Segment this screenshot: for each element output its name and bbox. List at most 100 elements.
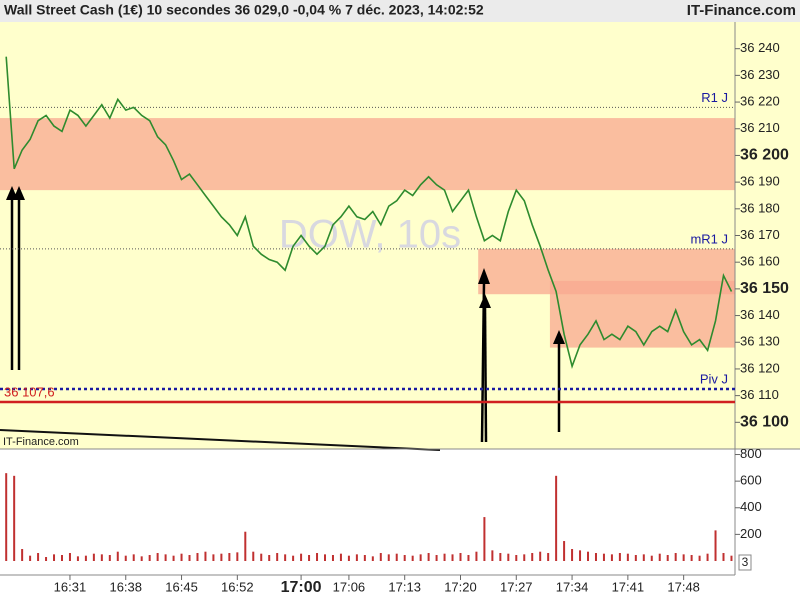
volume-bar <box>76 556 79 561</box>
watermark: DOW, 10s <box>279 213 461 257</box>
volume-bar <box>45 557 48 561</box>
volume-bar <box>515 555 518 561</box>
volume-bar <box>60 555 63 561</box>
volume-tick-label: 800 <box>740 446 762 461</box>
volume-bar <box>331 555 334 561</box>
volume-bar <box>698 555 701 561</box>
volume-bar <box>68 553 71 561</box>
volume-bar <box>658 553 661 561</box>
volume-bar <box>260 553 263 561</box>
x-tick-label: 17:48 <box>667 579 700 594</box>
level-label: mR1 J <box>690 231 728 246</box>
x-tick-label: 17:06 <box>333 579 366 594</box>
volume-bar <box>594 553 597 561</box>
volume-bar <box>443 553 446 561</box>
volume-bar <box>21 549 24 561</box>
volume-bar <box>411 555 414 561</box>
volume-bar <box>100 554 103 561</box>
volume-bar <box>132 554 135 561</box>
volume-bar <box>244 531 247 561</box>
volume-bar <box>324 554 326 561</box>
volume-bar <box>172 555 175 561</box>
volume-tick-label: 400 <box>740 499 762 514</box>
volume-bar <box>483 517 486 561</box>
volume-bar <box>140 556 143 561</box>
source: IT-Finance.com <box>687 2 796 19</box>
volume-bar <box>666 555 669 561</box>
volume-bar <box>706 553 709 561</box>
volume-bar <box>459 553 462 561</box>
volume-bar <box>451 554 454 561</box>
y-tick-label: 36 160 <box>740 254 780 269</box>
level-label: Piv J <box>700 371 728 386</box>
y-tick-label: 36 180 <box>740 200 780 215</box>
volume-bar <box>228 553 231 561</box>
volume-bar <box>507 553 510 561</box>
volume-bar <box>355 554 358 561</box>
volume-bar <box>13 475 16 561</box>
y-tick-label: 36 140 <box>740 307 780 322</box>
volume-bar <box>284 554 287 561</box>
volume-bar <box>634 555 637 561</box>
y-tick-label: 36 230 <box>740 67 780 82</box>
volume-bar <box>618 553 621 561</box>
price-panel <box>0 22 800 449</box>
volume-bar <box>435 555 438 561</box>
volume-bar <box>730 555 733 561</box>
volume-bar <box>204 551 207 561</box>
volume-bar <box>674 553 677 561</box>
volume-bar <box>722 553 725 561</box>
volume-bar <box>475 551 478 561</box>
volume-bar <box>642 554 645 561</box>
y-tick-label: 36 150 <box>740 280 789 297</box>
volume-bar <box>316 553 319 561</box>
volume-bar <box>347 555 350 561</box>
volume-bar <box>491 550 494 561</box>
x-tick-label: 17:34 <box>556 579 589 594</box>
volume-bar <box>308 555 311 561</box>
volume-bar <box>467 555 470 561</box>
volume-panel <box>0 449 800 600</box>
volume-tick-label: 600 <box>740 473 762 488</box>
level-label: R1 J <box>701 90 728 105</box>
x-tick-label: 17:00 <box>281 579 322 596</box>
volume-bar <box>268 555 271 561</box>
volume-bar <box>523 554 526 561</box>
volume-bar <box>220 553 223 561</box>
volume-bar <box>602 553 605 561</box>
volume-current: 3 <box>742 555 749 569</box>
volume-bar <box>539 551 542 561</box>
volume-bar <box>37 553 40 561</box>
x-tick-label: 16:31 <box>54 579 87 594</box>
volume-bar <box>499 553 502 561</box>
volume-bar <box>116 551 119 561</box>
y-tick-label: 36 240 <box>740 40 780 55</box>
volume-current-box <box>738 554 752 571</box>
credit: IT-Finance.com <box>3 436 79 448</box>
y-tick-label: 36 190 <box>740 174 780 189</box>
x-tick-label: 17:41 <box>612 579 645 594</box>
volume-bar <box>610 554 613 561</box>
x-tick-label: 16:52 <box>221 579 254 594</box>
y-tick-label: 36 130 <box>740 334 780 349</box>
y-tick-label: 36 110 <box>740 387 779 402</box>
trend-line <box>0 429 441 451</box>
volume-bar <box>395 553 398 561</box>
volume-bar <box>5 473 8 561</box>
volume-bar <box>371 556 374 561</box>
zone <box>0 118 735 191</box>
volume-bar <box>53 554 56 561</box>
volume-bar <box>180 553 183 561</box>
header-bar <box>0 0 800 22</box>
volume-bar <box>387 554 390 561</box>
x-tick-label: 17:13 <box>388 579 421 594</box>
volume-tick-label: 200 <box>740 526 762 541</box>
price-line <box>5 56 733 370</box>
y-tick-label: 36 100 <box>740 414 789 431</box>
volume-bar <box>419 554 422 561</box>
volume-bar <box>252 551 255 561</box>
volume-bar <box>650 555 653 561</box>
volume-bar <box>339 553 342 561</box>
volume-bar <box>379 553 382 561</box>
